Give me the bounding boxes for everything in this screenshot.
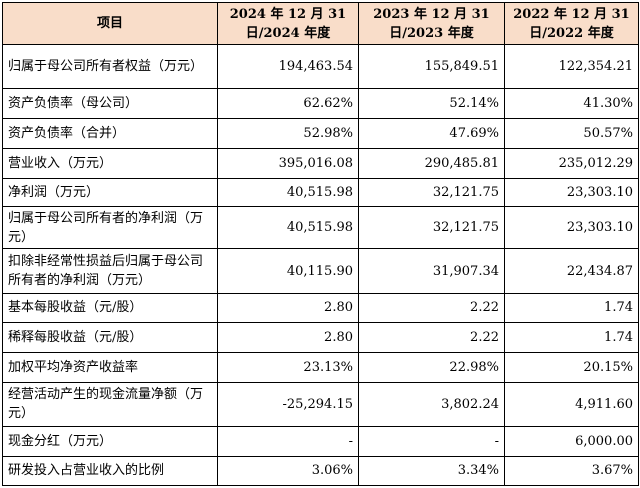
value-2024: 3.06% xyxy=(217,455,359,487)
value-2022: 235,012.29 xyxy=(504,147,639,179)
table-row: 资产负债率（合并） 52.98% 47.69% 50.57% xyxy=(2,117,639,149)
value-2023: 47.69% xyxy=(358,117,505,149)
value-2024: 194,463.54 xyxy=(217,44,359,89)
header-2024: 2024 年 12 月 31 日/2024 年度 xyxy=(217,2,359,45)
table-row: 归属于母公司所有者权益（万元） 194,463.54 155,849.51 12… xyxy=(2,44,639,89)
value-2023: 3,802.24 xyxy=(358,382,505,427)
row-label: 净利润（万元） xyxy=(2,177,218,207)
value-2023: 31,907.34 xyxy=(358,248,505,294)
value-2023: 290,485.81 xyxy=(358,147,505,179)
value-2022: 41.30% xyxy=(504,87,639,119)
value-2024: - xyxy=(217,425,359,457)
value-2024: 2.80 xyxy=(217,292,359,324)
value-2023: 22.98% xyxy=(358,352,505,384)
value-2023: 32,121.75 xyxy=(358,177,505,207)
row-label: 资产负债率（合并） xyxy=(2,117,218,149)
row-label: 稀释每股收益（元/股） xyxy=(2,322,218,354)
value-2022: 6,000.00 xyxy=(504,425,639,457)
value-2024: 23.13% xyxy=(217,352,359,384)
value-2024: 62.62% xyxy=(217,87,359,119)
value-2022: 1.74 xyxy=(504,322,639,354)
value-2023: 32,121.75 xyxy=(358,205,505,250)
value-2022: 23,303.10 xyxy=(504,205,639,250)
value-2023: 3.34% xyxy=(358,455,505,487)
value-2024: 52.98% xyxy=(217,117,359,149)
value-2022: 20.15% xyxy=(504,352,639,384)
table-row: 扣除非经常性损益后归属于母公司所有者的净利润（万元） 40,115.90 31,… xyxy=(2,248,639,294)
value-2024: 40,515.98 xyxy=(217,177,359,207)
table-row: 净利润（万元） 40,515.98 32,121.75 23,303.10 xyxy=(2,177,639,207)
table-row: 加权平均净资产收益率 23.13% 22.98% 20.15% xyxy=(2,352,639,384)
row-label: 经营活动产生的现金流量净额（万元） xyxy=(2,382,218,427)
value-2023: 52.14% xyxy=(358,87,505,119)
value-2022: 22,434.87 xyxy=(504,248,639,294)
value-2024: 2.80 xyxy=(217,322,359,354)
table-row: 营业收入（万元） 395,016.08 290,485.81 235,012.2… xyxy=(2,147,639,179)
value-2023: 2.22 xyxy=(358,292,505,324)
value-2022: 23,303.10 xyxy=(504,177,639,207)
table-row: 基本每股收益（元/股） 2.80 2.22 1.74 xyxy=(2,292,639,324)
table-row: 稀释每股收益（元/股） 2.80 2.22 1.74 xyxy=(2,322,639,354)
header-item: 项目 xyxy=(2,2,218,45)
value-2023: 155,849.51 xyxy=(358,44,505,89)
table-row: 经营活动产生的现金流量净额（万元） -25,294.15 3,802.24 4,… xyxy=(2,382,639,427)
value-2022: 4,911.60 xyxy=(504,382,639,427)
row-label: 现金分红（万元） xyxy=(2,425,218,457)
value-2024: 40,515.98 xyxy=(217,205,359,250)
table-row: 现金分红（万元） - - 6,000.00 xyxy=(2,425,639,457)
value-2022: 3.67% xyxy=(504,455,639,487)
value-2024: 40,115.90 xyxy=(217,248,359,294)
value-2024: 395,016.08 xyxy=(217,147,359,179)
value-2023: 2.22 xyxy=(358,322,505,354)
row-label: 资产负债率（母公司） xyxy=(2,87,218,119)
table-row: 研发投入占营业收入的比例 3.06% 3.34% 3.67% xyxy=(2,455,639,487)
header-2022: 2022 年 12 月 31 日/2022 年度 xyxy=(504,2,639,45)
row-label: 基本每股收益（元/股） xyxy=(2,292,218,324)
row-label: 归属于母公司所有者权益（万元） xyxy=(2,44,218,89)
value-2024: -25,294.15 xyxy=(217,382,359,427)
table-row: 资产负债率（母公司） 62.62% 52.14% 41.30% xyxy=(2,87,639,119)
row-label: 加权平均净资产收益率 xyxy=(2,352,218,384)
row-label: 归属于母公司所有者的净利润（万元） xyxy=(2,205,218,250)
value-2022: 122,354.21 xyxy=(504,44,639,89)
row-label: 研发投入占营业收入的比例 xyxy=(2,455,218,487)
row-label: 营业收入（万元） xyxy=(2,147,218,179)
value-2022: 50.57% xyxy=(504,117,639,149)
row-label: 扣除非经常性损益后归属于母公司所有者的净利润（万元） xyxy=(2,248,218,294)
header-2023: 2023 年 12 月 31 日/2023 年度 xyxy=(358,2,505,45)
table-header-row: 项目 2024 年 12 月 31 日/2024 年度 2023 年 12 月 … xyxy=(2,2,639,45)
value-2023: - xyxy=(358,425,505,457)
table-row: 归属于母公司所有者的净利润（万元） 40,515.98 32,121.75 23… xyxy=(2,205,639,250)
value-2022: 1.74 xyxy=(504,292,639,324)
